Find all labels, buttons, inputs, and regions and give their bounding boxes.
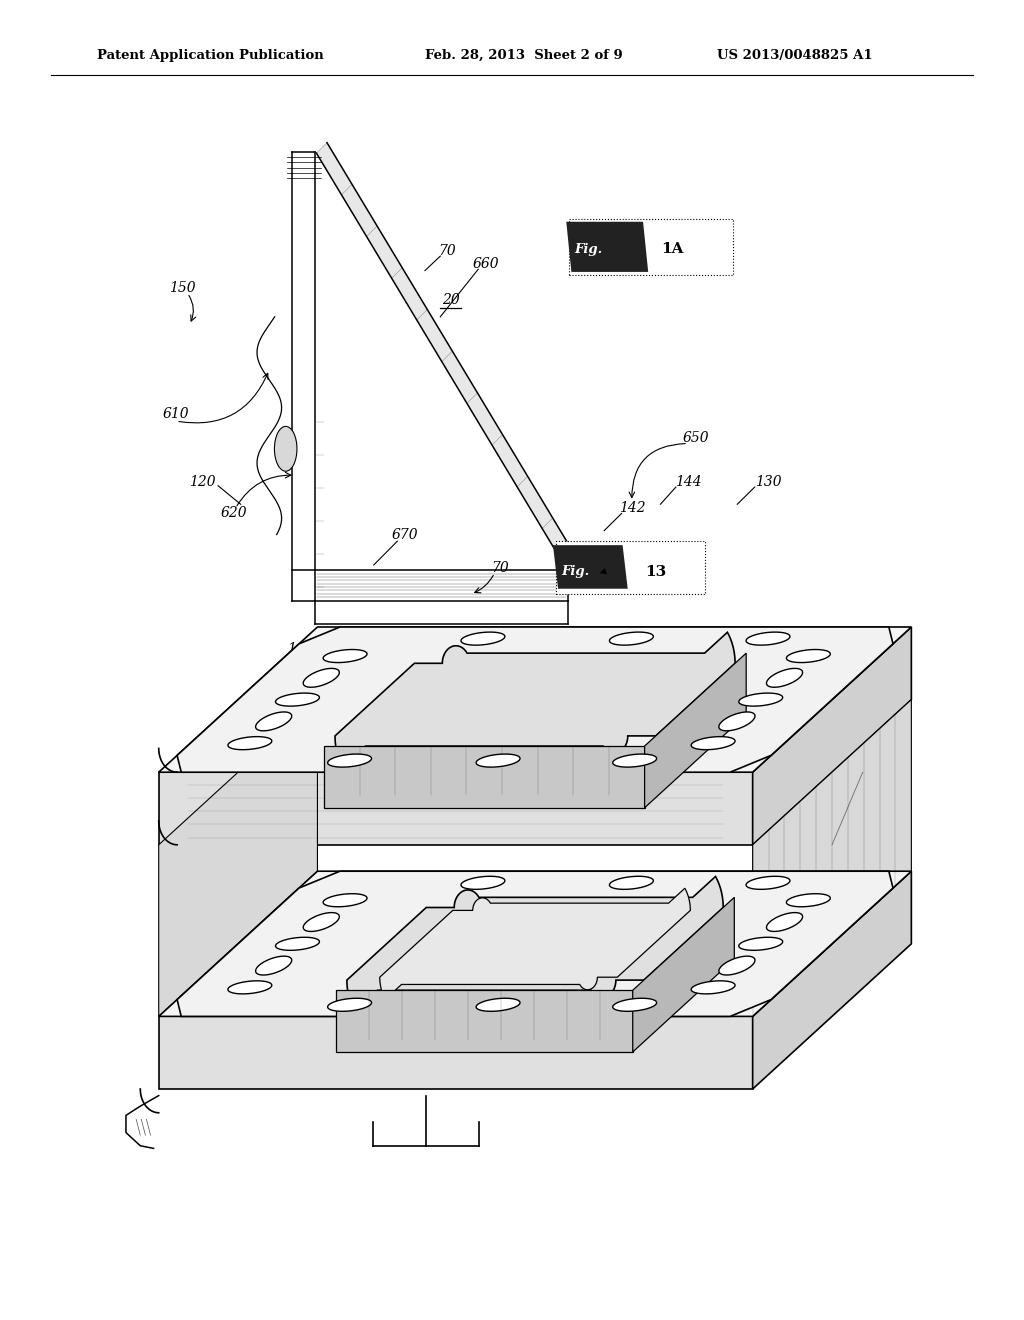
Polygon shape — [159, 772, 753, 845]
Text: 670: 670 — [391, 528, 418, 541]
Polygon shape — [461, 876, 505, 890]
Polygon shape — [753, 627, 911, 845]
Polygon shape — [159, 627, 911, 772]
Polygon shape — [228, 981, 271, 994]
Text: 650: 650 — [683, 432, 710, 445]
Text: 70: 70 — [490, 561, 509, 574]
Polygon shape — [275, 693, 319, 706]
Polygon shape — [328, 754, 372, 767]
Polygon shape — [786, 649, 830, 663]
Text: Patent Application Publication: Patent Application Publication — [97, 49, 324, 62]
Polygon shape — [347, 876, 723, 1011]
Text: 13: 13 — [645, 565, 667, 578]
Polygon shape — [612, 998, 656, 1011]
Text: 620: 620 — [220, 507, 247, 520]
Polygon shape — [691, 981, 735, 994]
Polygon shape — [609, 632, 653, 645]
Polygon shape — [691, 737, 735, 750]
Polygon shape — [324, 894, 367, 907]
Polygon shape — [609, 876, 653, 890]
Polygon shape — [461, 632, 505, 645]
Text: 1A: 1A — [662, 243, 684, 256]
Polygon shape — [738, 937, 782, 950]
Text: 70: 70 — [438, 244, 457, 257]
Text: 144: 144 — [675, 475, 701, 488]
Text: 50: 50 — [754, 644, 772, 657]
Polygon shape — [177, 627, 893, 772]
Polygon shape — [159, 871, 911, 1016]
Ellipse shape — [274, 426, 297, 471]
Polygon shape — [786, 894, 830, 907]
Polygon shape — [316, 143, 578, 570]
Polygon shape — [324, 746, 645, 808]
Text: 140: 140 — [287, 643, 313, 656]
Polygon shape — [746, 632, 790, 645]
Polygon shape — [256, 711, 292, 731]
Text: 660: 660 — [473, 257, 500, 271]
Text: 142: 142 — [620, 502, 646, 515]
Text: 610: 610 — [163, 408, 189, 421]
Text: Fig.: Fig. — [561, 565, 590, 578]
Text: 30: 30 — [569, 656, 588, 669]
Polygon shape — [228, 737, 271, 750]
Polygon shape — [746, 876, 790, 890]
Text: 120: 120 — [189, 475, 216, 488]
Polygon shape — [303, 912, 339, 932]
Polygon shape — [767, 912, 803, 932]
Polygon shape — [633, 898, 734, 1052]
Polygon shape — [177, 871, 893, 1016]
FancyBboxPatch shape — [569, 219, 733, 275]
Polygon shape — [753, 700, 911, 1016]
Polygon shape — [159, 700, 317, 1016]
Polygon shape — [324, 649, 367, 663]
Polygon shape — [328, 998, 372, 1011]
Polygon shape — [380, 888, 690, 999]
Polygon shape — [553, 545, 628, 589]
Polygon shape — [476, 754, 520, 767]
Polygon shape — [566, 222, 648, 272]
Text: US 2013/0048825 A1: US 2013/0048825 A1 — [717, 49, 872, 62]
Polygon shape — [159, 1016, 753, 1089]
Polygon shape — [767, 668, 803, 688]
Polygon shape — [476, 998, 520, 1011]
Polygon shape — [303, 668, 339, 688]
Polygon shape — [335, 632, 735, 767]
Polygon shape — [612, 754, 656, 767]
Polygon shape — [738, 693, 782, 706]
Text: Fig.: Fig. — [574, 243, 603, 256]
Polygon shape — [719, 711, 755, 731]
Polygon shape — [336, 990, 633, 1052]
Text: Feb. 28, 2013  Sheet 2 of 9: Feb. 28, 2013 Sheet 2 of 9 — [425, 49, 623, 62]
Polygon shape — [753, 871, 911, 1089]
Polygon shape — [275, 937, 319, 950]
Polygon shape — [719, 956, 755, 975]
FancyBboxPatch shape — [556, 541, 705, 594]
Polygon shape — [645, 653, 746, 808]
Text: 130: 130 — [755, 475, 781, 488]
Polygon shape — [256, 956, 292, 975]
Text: 150: 150 — [169, 281, 196, 294]
Text: 20: 20 — [441, 293, 460, 306]
